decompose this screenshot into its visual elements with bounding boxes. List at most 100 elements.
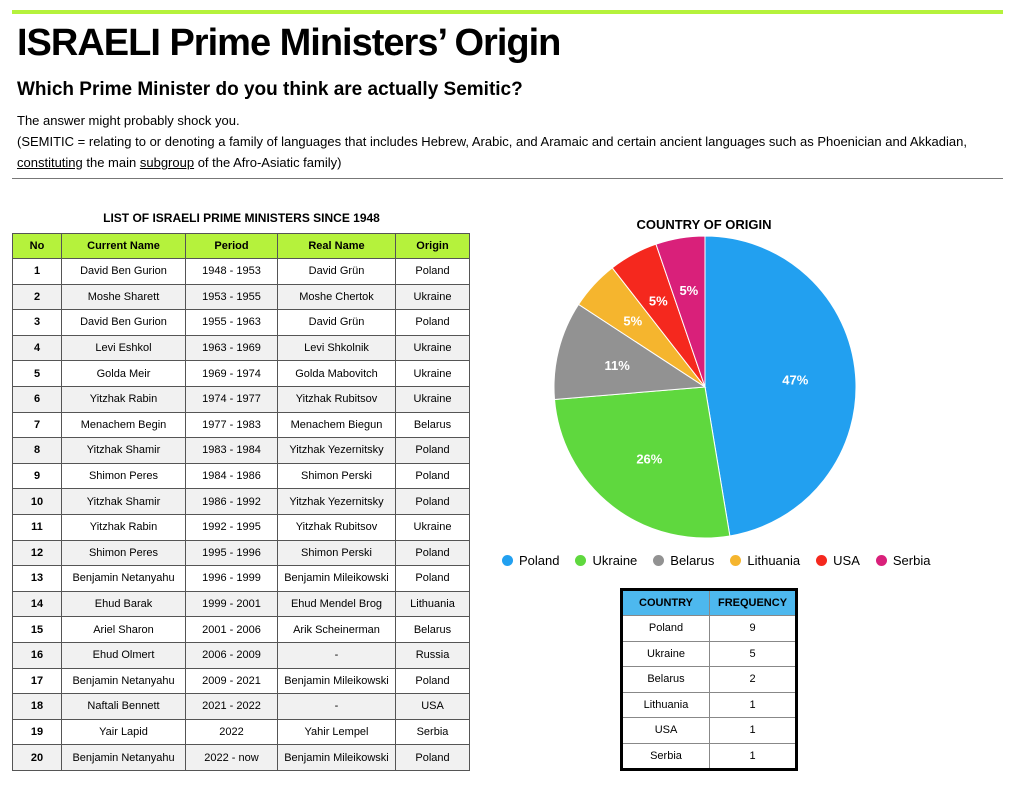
pm-real-name-cell: Golda Mabovitch [277, 360, 396, 387]
table-row: Lithuania 1 [621, 691, 797, 718]
pm-period-cell: 1992 - 1995 [185, 513, 278, 541]
legend-item-poland[interactable]: Poland [502, 553, 559, 568]
frequency-table: COUNTRY FREQUENCY Poland 9 Ukraine 5 Belarus… [620, 588, 798, 771]
pm-no-cell: 16 [12, 641, 62, 669]
legend-item-ukraine[interactable]: Ukraine [575, 553, 637, 568]
table-row: 1 David Ben Gurion 1948 - 1953 David Grün Po… [12, 258, 470, 285]
table-row: 6 Yitzhak Rabin 1974 - 1977 Yitzhak Rubitso… [12, 385, 470, 413]
pm-period-cell: 2006 - 2009 [185, 641, 278, 669]
pie-slice-belarus [553, 303, 707, 401]
freq-value-cell: 9 [709, 615, 797, 642]
pm-no-cell: 10 [12, 488, 62, 515]
pm-no-cell: 14 [12, 590, 62, 618]
column-header-current-name: Current Name [61, 233, 186, 259]
freq-country-cell: Belarus [621, 666, 710, 693]
pm-no-cell: 19 [12, 718, 62, 746]
pm-table-title: LIST OF ISRAELI PRIME MINISTERS SINCE 19… [103, 211, 380, 225]
pm-period-cell: 2001 - 2006 [185, 616, 278, 643]
table-row: 11 Yitzhak Rabin 1992 - 1995 Yitzhak Rubits… [12, 513, 470, 541]
pm-period-cell: 1986 - 1992 [185, 488, 278, 515]
pm-current-name-cell: Levi Eshkol [61, 334, 186, 362]
top-accent-bar [12, 10, 1003, 14]
origin-pie-chart: 47% 26% 11% 5% 5% 5% [553, 235, 857, 539]
pm-origin-cell: Poland [395, 565, 470, 592]
legend-swatch-icon [653, 555, 665, 566]
freq-country-cell: Poland [621, 615, 710, 642]
pie-data-label: 47% [782, 373, 808, 388]
pm-real-name-cell: Menachem Biegun [277, 411, 396, 439]
freq-table-header-row: COUNTRY FREQUENCY [621, 589, 797, 616]
table-row: 9 Shimon Peres 1984 - 1986 Shimon Perski Pol… [12, 462, 470, 490]
column-header-origin: Origin [395, 233, 470, 259]
pm-no-cell: 6 [12, 385, 62, 413]
pm-real-name-cell: Benjamin Mileikowski [277, 667, 396, 695]
pm-period-cell: 1996 - 1999 [185, 565, 278, 592]
pie-data-label: 11% [605, 358, 631, 373]
table-row: 18 Naftali Bennett 2021 - 2022- USA [12, 693, 470, 720]
pm-real-name-cell: Ehud Mendel Brog [277, 590, 396, 618]
pm-origin-cell: Poland [395, 437, 470, 464]
pm-current-name-cell: Moshe Sharett [61, 283, 186, 311]
pm-real-name-cell: Yahir Lempel [277, 718, 396, 746]
column-header-no: No [12, 233, 62, 259]
pm-period-cell: 1977 - 1983 [185, 411, 278, 439]
pm-table-body: 1 David Ben Gurion 1948 - 1953 David Grün Po… [12, 258, 470, 771]
pm-real-name-cell: Yitzhak Yezernitsky [277, 488, 396, 515]
table-row: 8 Yitzhak Shamir 1983 - 1984 Yitzhak Yezern… [12, 437, 470, 464]
pm-origin-cell: Poland [395, 462, 470, 490]
pm-current-name-cell: Golda Meir [61, 360, 186, 387]
legend-label: Ukraine [592, 553, 638, 568]
pm-period-cell: 1974 - 1977 [185, 385, 278, 413]
legend-swatch-icon [730, 555, 742, 566]
legend-swatch-icon [875, 555, 887, 566]
pm-no-cell: 20 [12, 744, 62, 771]
freq-table-body: Poland 9 Ukraine 5 Belarus 2 Lithuania 1 USA 1 Ser… [621, 615, 797, 770]
table-row: 13 Benjamin Netanyahu 1996 - 1999 Benjamin … [12, 565, 470, 592]
pm-current-name-cell: Naftali Bennett [61, 693, 186, 720]
legend-item-belarus[interactable]: Belarus [653, 553, 714, 568]
pm-no-cell: 12 [12, 539, 62, 567]
pm-real-name-cell: David Grün [277, 258, 396, 285]
pm-real-name-cell: Arik Scheinerman [277, 616, 396, 643]
pm-origin-cell: Poland [395, 667, 470, 695]
pm-origin-cell: Ukraine [395, 360, 470, 387]
column-header-real-name: Real Name [277, 233, 396, 259]
pm-real-name-cell: David Grün [277, 309, 396, 336]
chart-legend: Poland Ukraine Belarus Lithuania USA Serbia [502, 553, 930, 568]
pm-current-name-cell: Yitzhak Rabin [61, 513, 186, 541]
pm-period-cell: 2009 - 2021 [185, 667, 278, 695]
table-row: 16 Ehud Olmert 2006 - 2009- Russia [12, 641, 470, 669]
pm-origin-cell: Poland [395, 309, 470, 336]
pm-origin-cell: Lithuania [395, 590, 470, 618]
intro-line: The answer might probably shock you. [17, 113, 240, 128]
legend-item-serbia[interactable]: Serbia [875, 553, 930, 568]
table-row: 20 Benjamin Netanyahu 2022 - now Benjamin M… [12, 744, 470, 771]
pm-real-name-cell: Yitzhak Rubitsov [277, 385, 396, 413]
pm-period-cell: 1999 - 2001 [185, 590, 278, 618]
pm-current-name-cell: Shimon Peres [61, 539, 186, 567]
pm-origin-cell: Belarus [395, 411, 470, 439]
pm-no-cell: 7 [12, 411, 62, 439]
pm-origin-cell: USA [395, 693, 470, 720]
freq-country-cell: Serbia [621, 742, 710, 770]
freq-value-cell: 5 [709, 640, 797, 667]
pm-real-name-cell: Yitzhak Yezernitsky [277, 437, 396, 464]
freq-country-cell: Ukraine [621, 640, 710, 667]
legend-item-lithuania[interactable]: Lithuania [730, 553, 800, 568]
pm-current-name-cell: Shimon Peres [61, 462, 186, 490]
table-row: 12 Shimon Peres 1995 - 1996 Shimon Perski Po… [12, 539, 470, 567]
legend-swatch-icon [502, 555, 513, 566]
pie-data-label: 5% [649, 294, 668, 309]
pm-current-name-cell: Ehud Barak [61, 590, 186, 618]
pm-period-cell: 2022 [185, 718, 278, 746]
pm-current-name-cell: Benjamin Netanyahu [61, 744, 186, 771]
column-header-frequency: FREQUENCY [709, 589, 797, 616]
pm-current-name-cell: Yitzhak Shamir [61, 488, 186, 515]
subgroup-link[interactable]: subgroup [139, 155, 195, 170]
constituting-link[interactable]: constituting [17, 155, 83, 170]
legend-item-usa[interactable]: USA [816, 553, 860, 568]
pm-origin-cell: Ukraine [395, 334, 470, 362]
pm-current-name-cell: Yitzhak Shamir [61, 437, 186, 464]
pie-data-label: 26% [636, 451, 662, 466]
pm-origin-cell: Ukraine [395, 283, 470, 311]
